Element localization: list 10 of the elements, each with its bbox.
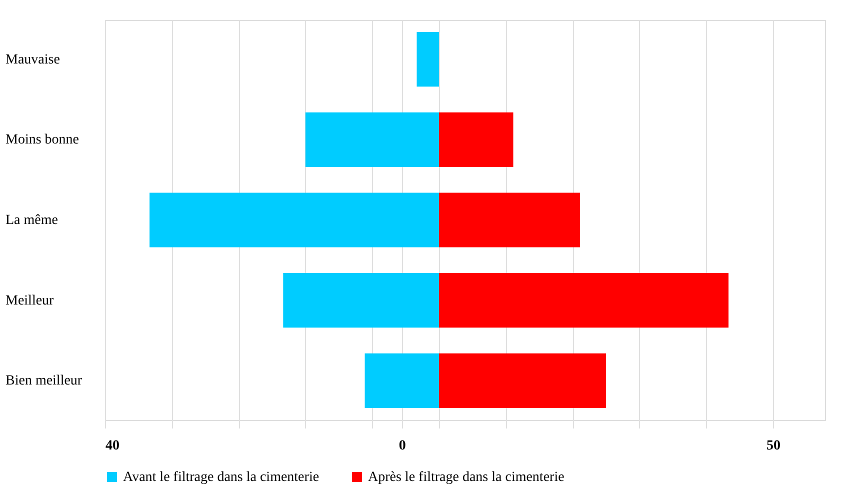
legend-label: Avant le filtrage dans la cimenterie bbox=[123, 470, 320, 485]
x-tick-label: 0 bbox=[398, 438, 406, 454]
y-tick-label: Meilleur bbox=[6, 293, 54, 308]
y-tick-label: La même bbox=[6, 213, 58, 228]
y-tick-label: Mauvaise bbox=[6, 52, 60, 68]
y-tick-label: Bien meilleur bbox=[6, 374, 82, 389]
legend-label: Après le filtrage dans la cimenterie bbox=[368, 470, 564, 485]
y-tick-label: Moins bonne bbox=[6, 132, 79, 148]
x-tick-label: 40 bbox=[106, 438, 120, 454]
x-tick-label: 50 bbox=[766, 438, 781, 454]
